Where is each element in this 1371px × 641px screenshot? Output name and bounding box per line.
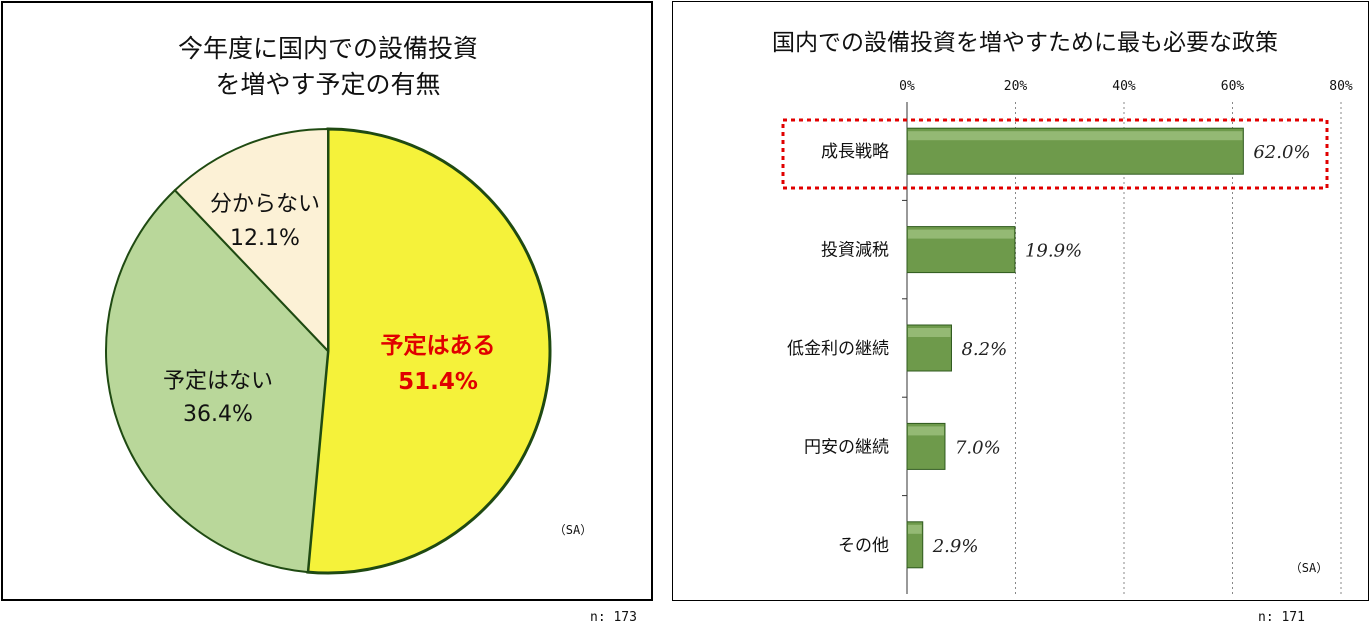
pie-title-line-1: 今年度に国内での設備投資: [178, 34, 478, 63]
pie-slice-no: [105, 188, 330, 574]
category-label: 成長戦略: [821, 142, 889, 162]
x-tick-label: 0%: [899, 79, 915, 94]
bar-chart-panel: 国内での設備投資を増やすために最も必要な政策 0% 20% 40% 60% 80% 成長…: [672, 1, 1369, 601]
bar-highlight: [908, 524, 922, 534]
bar-sa-note: （SA）: [1290, 561, 1328, 575]
value-label: 19.9%: [1025, 241, 1082, 262]
category-label: その他: [838, 536, 889, 556]
pie-sample-size: n: 173: [590, 610, 637, 625]
slice-value-yes: 51.4%: [398, 369, 478, 395]
bar-highlight: [908, 131, 1243, 141]
pie-slice-yes: [306, 127, 552, 575]
value-label: 8.2%: [961, 339, 1007, 360]
pie-chart-panel: 今年度に国内での設備投資 を増やす予定の有無 予定はある 51.4% 予定はない…: [1, 1, 653, 601]
category-label: 円安の継続: [804, 437, 889, 457]
bar-highlight: [908, 229, 1014, 239]
x-tick-label: 60%: [1221, 79, 1245, 94]
category-label: 低金利の継続: [787, 339, 889, 359]
x-tick-label: 40%: [1112, 79, 1136, 94]
slice-label-unknown: 分からない: [210, 192, 320, 217]
pie-chart: 今年度に国内での設備投資 を増やす予定の有無 予定はある 51.4% 予定はない…: [105, 34, 592, 575]
value-label: 7.0%: [955, 437, 1001, 458]
slice-value-unknown: 12.1%: [230, 226, 300, 251]
bar-highlight: [908, 328, 951, 337]
slice-value-no: 36.4%: [183, 402, 253, 427]
slice-label-no: 予定はない: [163, 369, 273, 394]
slice-label-yes: 予定はある: [381, 332, 496, 359]
bar-chart: 国内での設備投資を増やすために最も必要な政策 0% 20% 40% 60% 80% 成長…: [772, 30, 1353, 594]
x-tick-label: 20%: [1004, 79, 1028, 94]
value-label: 62.0%: [1253, 142, 1310, 163]
category-label: 投資減税: [821, 241, 889, 261]
value-label: 2.9%: [932, 536, 979, 557]
pie-sa-note: （SA）: [554, 523, 592, 537]
x-tick-label: 80%: [1329, 79, 1353, 94]
bar-sample-size: n: 171: [1258, 610, 1305, 625]
pie-slice-unknown: [173, 127, 329, 354]
pie-title-line-2: を増やす予定の有無: [215, 70, 440, 99]
highlight-box: [781, 118, 1329, 190]
bar-title: 国内での設備投資を増やすために最も必要な政策: [772, 30, 1278, 56]
bar-highlight: [908, 426, 944, 436]
